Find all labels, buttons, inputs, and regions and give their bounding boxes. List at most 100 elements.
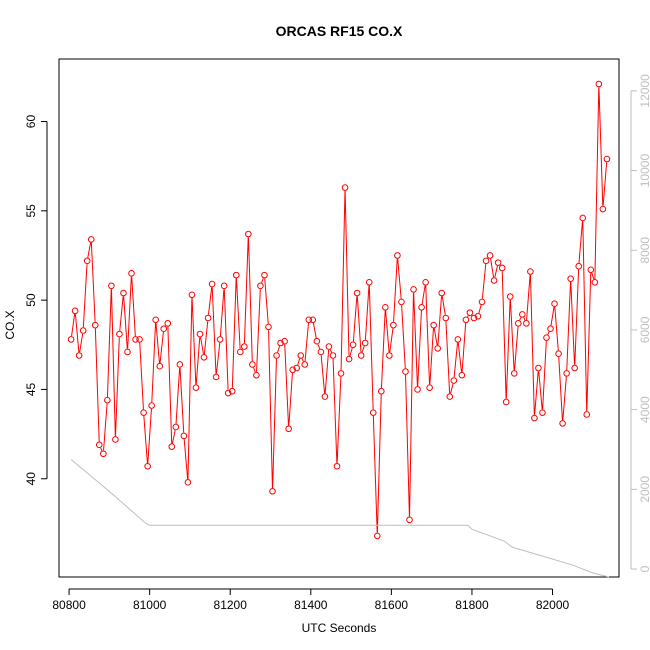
data-point	[547, 325, 554, 333]
data-point	[502, 398, 510, 406]
x-axis-label: UTC Seconds	[302, 621, 377, 635]
data-point	[450, 377, 458, 384]
x-tick-label: 81400	[294, 598, 328, 612]
data-point	[232, 271, 240, 279]
data-point	[563, 370, 570, 377]
right-y-tick-label: 12000	[638, 74, 650, 108]
data-point	[236, 348, 244, 356]
y-tick-label: 50	[24, 293, 38, 307]
data-point	[353, 289, 361, 297]
data-point	[494, 259, 502, 266]
data-point	[168, 443, 176, 450]
data-point	[514, 320, 522, 327]
right-y-tick-label: 4000	[638, 396, 650, 423]
data-point	[382, 303, 389, 311]
plot-frame	[58, 58, 620, 578]
right-y-tick-label: 2000	[638, 476, 650, 503]
y-axis: 40 45 50 55 60	[24, 115, 48, 485]
x-tick-label: 82000	[536, 598, 570, 612]
data-point	[216, 336, 224, 343]
data-point	[112, 436, 119, 443]
data-point	[293, 364, 300, 372]
data-point	[539, 409, 546, 416]
data-point	[591, 278, 599, 286]
data-point	[148, 402, 155, 409]
data-point	[559, 420, 566, 427]
data-point	[418, 303, 425, 311]
data-point	[87, 236, 95, 243]
data-point	[108, 282, 115, 290]
data-point	[128, 270, 135, 277]
data-point	[95, 441, 103, 449]
data-point	[390, 321, 397, 329]
data-point	[434, 345, 442, 352]
data-point	[228, 387, 236, 395]
data-point	[208, 280, 216, 288]
data-point	[603, 155, 611, 163]
data-point	[523, 320, 530, 327]
data-point	[329, 352, 337, 359]
x-tick-label: 81800	[455, 598, 489, 612]
data-point	[253, 371, 260, 379]
data-point	[136, 336, 143, 343]
data-point	[116, 330, 123, 338]
data-point	[325, 343, 333, 350]
data-point	[333, 462, 341, 470]
data-point	[79, 327, 87, 334]
data-point	[575, 262, 583, 270]
data-point	[458, 371, 466, 379]
data-point	[204, 314, 212, 322]
secondary-series-line	[70, 459, 610, 578]
data-point	[498, 264, 506, 272]
data-point	[567, 275, 574, 283]
data-point	[176, 361, 184, 368]
data-point	[414, 386, 421, 393]
data-point	[555, 350, 562, 358]
right-y-tick-label: 10000	[638, 154, 650, 188]
data-point	[152, 316, 159, 324]
data-point	[599, 205, 607, 213]
data-point	[100, 450, 107, 458]
data-point	[301, 361, 309, 368]
data-point	[422, 278, 429, 286]
data-point	[305, 316, 313, 324]
data-point	[543, 334, 550, 341]
data-point	[551, 300, 558, 308]
x-axis: 80800 81000 81200 81400 81600 81800 82000	[52, 588, 570, 612]
data-point	[273, 352, 280, 359]
data-point	[249, 361, 256, 368]
data-point	[132, 336, 139, 343]
data-point	[83, 257, 91, 265]
data-point	[519, 311, 526, 318]
data-point	[386, 352, 393, 359]
data-point	[462, 316, 470, 324]
data-point	[490, 277, 498, 284]
data-point	[482, 257, 490, 265]
data-point	[474, 312, 482, 320]
data-point	[406, 516, 413, 524]
data-point	[349, 341, 357, 349]
data-point	[265, 323, 272, 331]
data-point	[309, 316, 317, 324]
data-point	[104, 396, 111, 404]
data-point	[245, 230, 252, 238]
data-point	[184, 479, 192, 486]
right-y-tick-label: 0	[638, 565, 650, 572]
data-point	[466, 309, 474, 316]
data-point	[317, 348, 325, 356]
data-point	[365, 278, 373, 286]
data-point	[241, 343, 248, 350]
data-point	[144, 462, 151, 470]
data-point	[402, 368, 409, 375]
x-tick-label: 81000	[133, 598, 167, 612]
data-point	[220, 282, 228, 290]
data-point	[120, 289, 127, 297]
data-point	[321, 393, 329, 400]
data-point	[535, 364, 542, 372]
data-point	[373, 532, 381, 540]
data-point	[378, 387, 385, 395]
chart-title: ORCAS RF15 CO.X	[276, 23, 403, 39]
data-point	[289, 366, 296, 374]
